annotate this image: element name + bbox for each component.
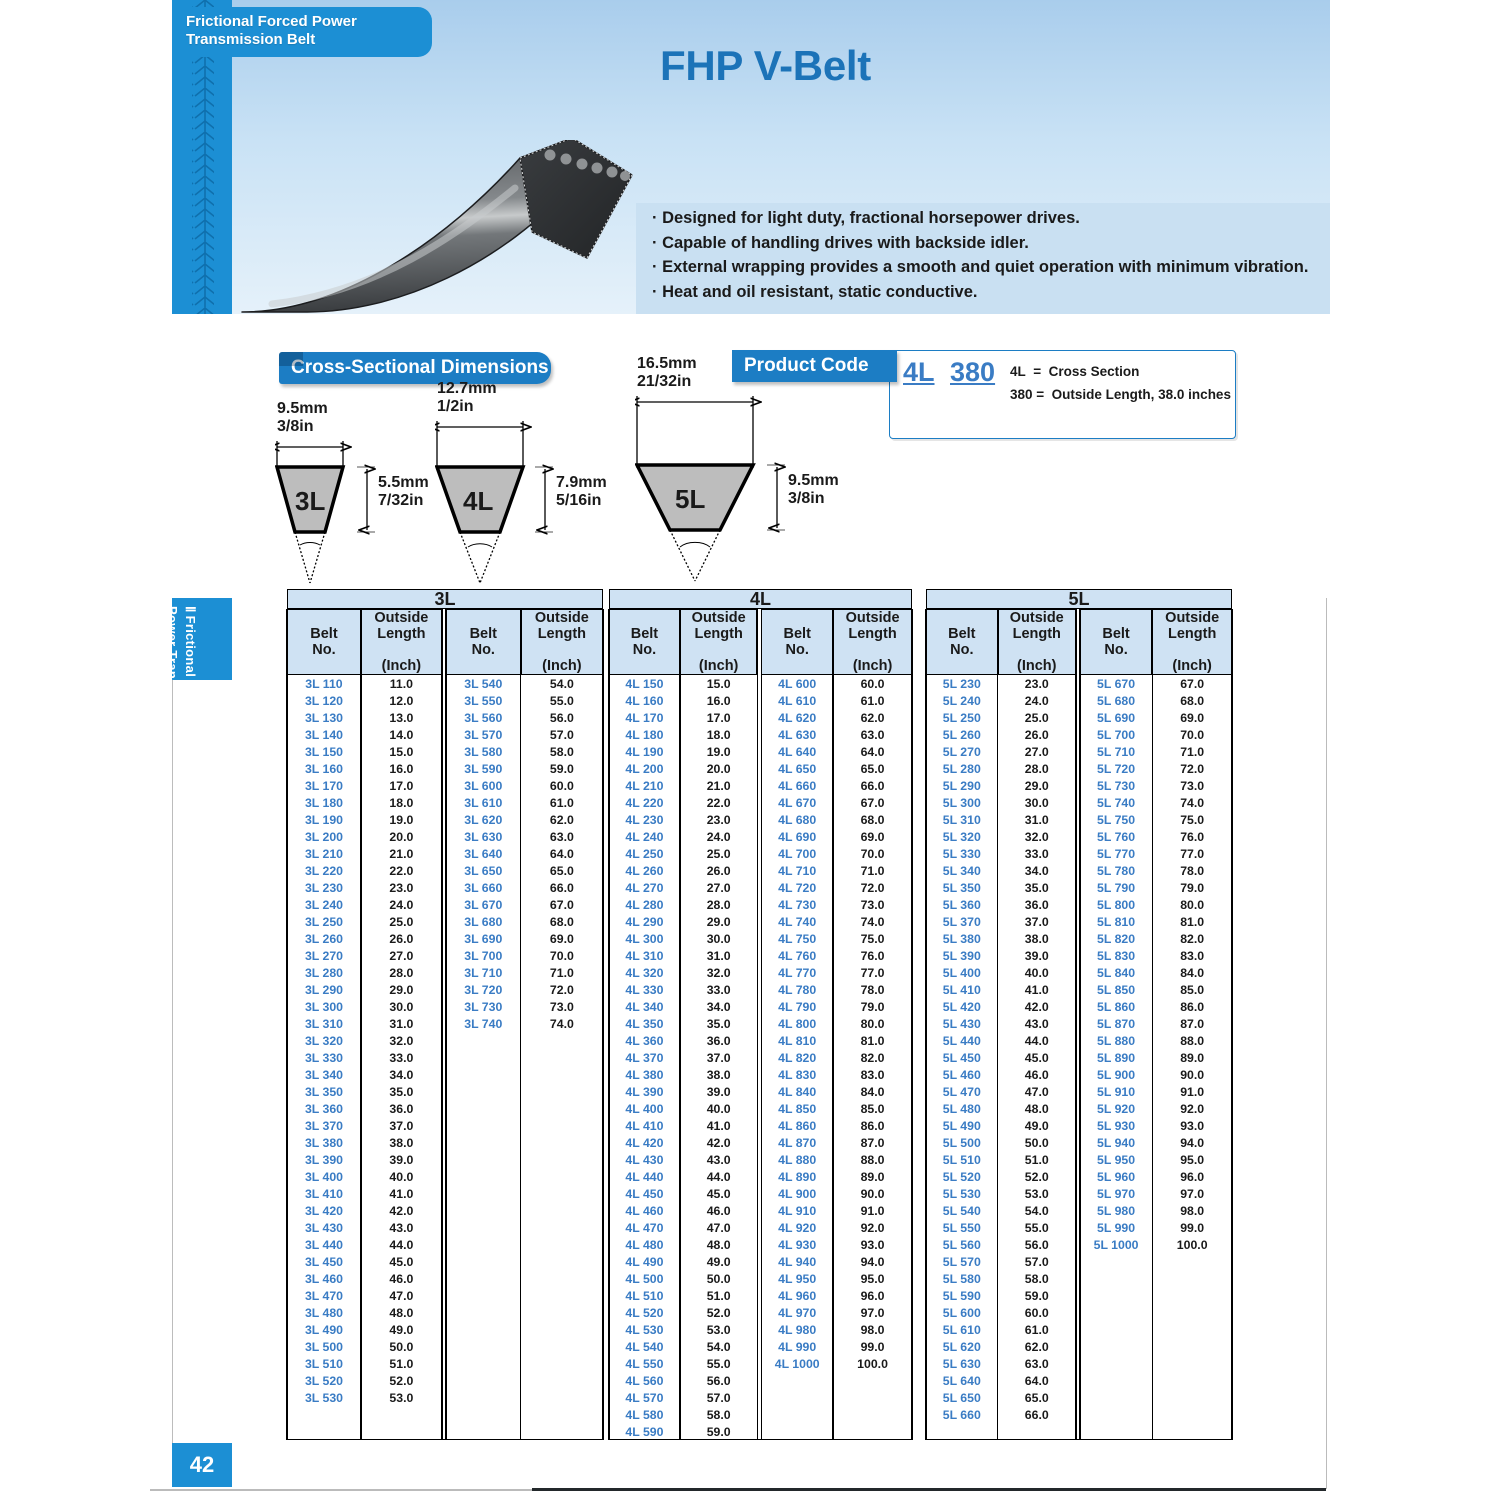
svg-text:7.9mm: 7.9mm xyxy=(556,474,607,491)
svg-text:5/16in: 5/16in xyxy=(556,492,601,509)
svg-text:4L: 4L xyxy=(463,486,493,516)
svg-text:1/2in: 1/2in xyxy=(437,398,473,415)
svg-text:12.7mm: 12.7mm xyxy=(437,380,497,397)
svg-text:16.5mm: 16.5mm xyxy=(637,355,697,372)
svg-text:9.5mm: 9.5mm xyxy=(788,472,839,489)
svg-text:5.5mm: 5.5mm xyxy=(378,474,429,491)
svg-text:7/32in: 7/32in xyxy=(378,492,423,509)
svg-text:3L: 3L xyxy=(295,486,325,516)
svg-text:21/32in: 21/32in xyxy=(637,373,691,390)
svg-text:9.5mm: 9.5mm xyxy=(277,400,328,417)
svg-text:5L: 5L xyxy=(675,484,705,514)
svg-text:3/8in: 3/8in xyxy=(788,490,824,507)
svg-text:3/8in: 3/8in xyxy=(277,418,313,435)
